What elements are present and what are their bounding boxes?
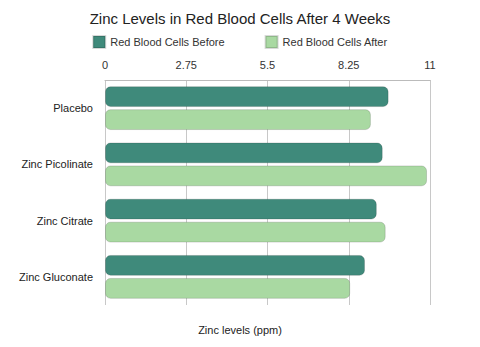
- svg-text:Zinc Picolinate: Zinc Picolinate: [21, 158, 93, 170]
- svg-text:Zinc levels (ppm): Zinc levels (ppm): [198, 324, 282, 336]
- svg-text:Red Blood Cells After: Red Blood Cells After: [283, 36, 388, 48]
- svg-text:Placebo: Placebo: [53, 102, 93, 114]
- svg-text:0: 0: [102, 59, 108, 71]
- svg-text:8.25: 8.25: [338, 59, 359, 71]
- svg-text:11: 11: [424, 59, 435, 71]
- svg-text:2.75: 2.75: [176, 59, 197, 71]
- svg-text:Zinc Citrate: Zinc Citrate: [37, 215, 93, 227]
- svg-text:Zinc Levels in Red Blood Cells: Zinc Levels in Red Blood Cells After 4 W…: [90, 10, 391, 27]
- svg-text:5.5: 5.5: [260, 59, 275, 71]
- svg-text:Zinc Gluconate: Zinc Gluconate: [19, 271, 93, 283]
- svg-text:Red Blood Cells Before: Red Blood Cells Before: [110, 36, 224, 48]
